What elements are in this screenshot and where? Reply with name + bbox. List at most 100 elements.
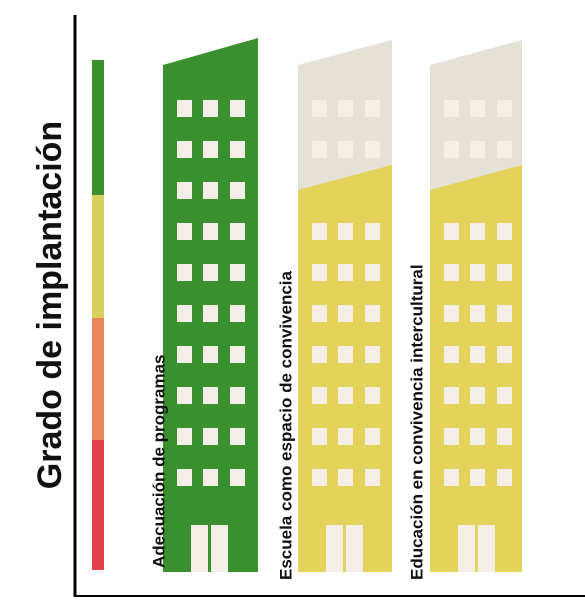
window xyxy=(230,387,245,404)
window xyxy=(203,223,218,240)
window xyxy=(365,100,380,117)
window xyxy=(444,100,459,117)
window xyxy=(470,305,485,322)
window xyxy=(177,223,192,240)
window xyxy=(338,387,353,404)
window xyxy=(312,428,327,445)
window xyxy=(203,428,218,445)
window xyxy=(230,346,245,363)
window xyxy=(203,469,218,486)
scale-orange xyxy=(92,318,104,440)
window xyxy=(177,346,192,363)
window xyxy=(312,141,327,158)
window xyxy=(177,469,192,486)
window xyxy=(312,387,327,404)
window xyxy=(177,305,192,322)
window xyxy=(203,100,218,117)
door xyxy=(191,525,208,572)
window xyxy=(203,141,218,158)
window xyxy=(497,387,512,404)
window xyxy=(444,141,459,158)
window xyxy=(444,387,459,404)
window xyxy=(444,305,459,322)
building-label: Escuela como espacio de convivencia xyxy=(276,270,295,580)
building-label: Educación en convivencia intercultural xyxy=(407,264,426,580)
window xyxy=(470,387,485,404)
window xyxy=(497,305,512,322)
window xyxy=(203,182,218,199)
buildings xyxy=(163,38,522,572)
window xyxy=(444,264,459,281)
window xyxy=(497,223,512,240)
window xyxy=(444,428,459,445)
window xyxy=(177,387,192,404)
window xyxy=(365,305,380,322)
window xyxy=(230,469,245,486)
window xyxy=(230,223,245,240)
window xyxy=(470,141,485,158)
window xyxy=(497,264,512,281)
window xyxy=(177,100,192,117)
window xyxy=(365,264,380,281)
window xyxy=(497,346,512,363)
window xyxy=(497,141,512,158)
window xyxy=(230,428,245,445)
window xyxy=(312,264,327,281)
window xyxy=(230,264,245,281)
door xyxy=(346,525,363,572)
window xyxy=(177,264,192,281)
window xyxy=(365,223,380,240)
window xyxy=(365,346,380,363)
window xyxy=(338,469,353,486)
window xyxy=(203,387,218,404)
window xyxy=(230,305,245,322)
window xyxy=(497,100,512,117)
window xyxy=(312,469,327,486)
window xyxy=(365,428,380,445)
window xyxy=(312,346,327,363)
window xyxy=(177,428,192,445)
window xyxy=(312,100,327,117)
window xyxy=(338,305,353,322)
window xyxy=(497,469,512,486)
window xyxy=(177,182,192,199)
window xyxy=(444,223,459,240)
scale-red xyxy=(92,440,104,570)
axis-title: Grado de implantación xyxy=(31,121,69,489)
window xyxy=(203,264,218,281)
window xyxy=(338,264,353,281)
window xyxy=(338,100,353,117)
window xyxy=(365,469,380,486)
window xyxy=(312,223,327,240)
window xyxy=(444,469,459,486)
door xyxy=(458,525,475,572)
window xyxy=(365,141,380,158)
window xyxy=(230,141,245,158)
door xyxy=(326,525,343,572)
window xyxy=(312,305,327,322)
window xyxy=(365,387,380,404)
window xyxy=(338,223,353,240)
window xyxy=(203,346,218,363)
window xyxy=(444,346,459,363)
window xyxy=(470,223,485,240)
window xyxy=(177,141,192,158)
window xyxy=(470,428,485,445)
scale-green xyxy=(92,60,104,195)
window xyxy=(497,428,512,445)
window xyxy=(338,346,353,363)
door xyxy=(478,525,495,572)
window xyxy=(470,469,485,486)
door xyxy=(211,525,228,572)
window xyxy=(230,100,245,117)
window xyxy=(470,100,485,117)
window xyxy=(203,305,218,322)
window xyxy=(470,264,485,281)
window xyxy=(338,428,353,445)
scale-yellow xyxy=(92,195,104,318)
window xyxy=(338,141,353,158)
window xyxy=(230,182,245,199)
window xyxy=(470,346,485,363)
building-label: Adecuación de programas xyxy=(149,354,168,568)
